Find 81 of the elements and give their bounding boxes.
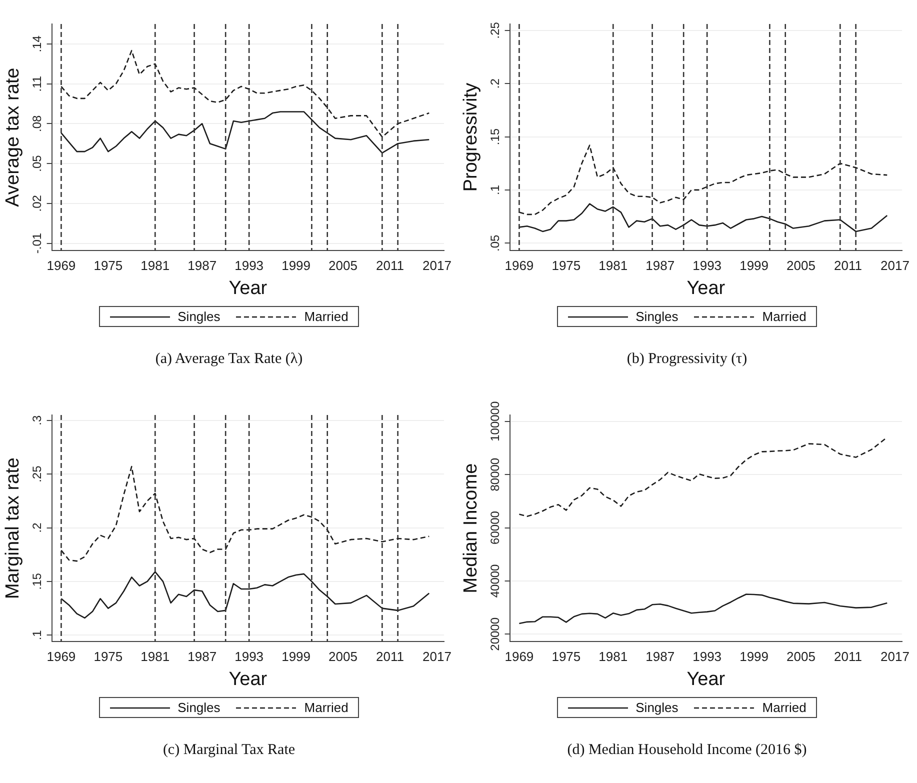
x-tick-label: 1969 [504, 258, 534, 273]
y-tick-label: 60000 [488, 510, 502, 544]
y-tick-label: .25 [488, 22, 502, 39]
x-tick-label: 2017 [880, 648, 910, 664]
legend-label: Married [304, 309, 348, 324]
x-tick-label: 2017 [422, 648, 452, 664]
x-tick-label: 1981 [598, 258, 628, 273]
text: (c) Marginal Tax Rate [162, 742, 296, 759]
y-tick-label: .15 [488, 128, 502, 146]
x-tick-label: 2005 [328, 648, 358, 664]
x-tick-label: 1999 [740, 258, 769, 273]
legend-label: Married [762, 700, 806, 715]
y-tick-label: .25 [30, 465, 44, 482]
legend-label: Singles [636, 309, 678, 324]
y-tick-label: .08 [30, 115, 44, 132]
y-tick-label: .2 [488, 78, 502, 89]
line-series [60, 466, 430, 562]
x-tick-label: 1981 [598, 648, 628, 664]
x-tick-label: 1969 [46, 648, 76, 664]
y-tick-label: .14 [30, 35, 44, 52]
y-axis-title: Progressivity [460, 82, 482, 192]
x-tick-label: 1975 [94, 648, 123, 664]
y-tick-label: .2 [30, 522, 44, 533]
legend-label: Singles [178, 309, 220, 324]
x-tick-label: 1981 [140, 258, 170, 273]
x-tick-label: 1993 [692, 258, 722, 273]
text: (b) Progressivity (τ) [626, 351, 748, 368]
x-tick-label: 1975 [552, 648, 581, 664]
x-tick-label: 1969 [46, 258, 76, 273]
y-axis-title: Marginal tax rate [2, 458, 24, 600]
x-tick-label: 1993 [234, 648, 264, 664]
x-axis-title: Year [686, 668, 726, 690]
y-tick-label: 40000 [488, 564, 502, 598]
y-tick-label: .11 [30, 76, 44, 92]
x-tick-label: 1969 [504, 648, 534, 664]
x-tick-label: 2011 [376, 648, 404, 664]
text: (d) Median Household Income (2016 $) [566, 742, 808, 759]
x-tick-label: 2005 [786, 648, 816, 664]
x-tick-label: 2011 [834, 258, 862, 273]
x-tick-label: 1999 [740, 648, 769, 664]
x-tick-label: 2005 [786, 258, 816, 273]
line-series [518, 436, 888, 517]
x-tick-label: 2011 [834, 648, 862, 664]
y-tick-label: 100000 [488, 401, 502, 442]
y-tick-label: .15 [30, 572, 44, 590]
x-tick-label: 2005 [328, 258, 358, 273]
x-tick-label: 1987 [646, 648, 675, 664]
y-axis-title: Average tax rate [2, 68, 24, 207]
line-series [518, 144, 888, 216]
legend-label: Singles [178, 700, 220, 715]
x-tick-label: 1975 [94, 258, 123, 273]
x-tick-label: 2017 [422, 258, 452, 273]
legend-label: Singles [636, 700, 678, 715]
x-tick-label: 2011 [376, 258, 404, 273]
text: (a) Average Tax Rate (λ) [154, 351, 304, 368]
y-axis-title: Median Income [460, 463, 482, 594]
line-series [60, 50, 430, 138]
y-tick-label: .05 [488, 234, 502, 252]
x-tick-label: 1993 [234, 258, 264, 273]
legend-label: Married [304, 700, 348, 715]
legend-label: Married [762, 309, 806, 324]
x-tick-label: 1987 [188, 648, 217, 664]
y-tick-label: -.01 [30, 232, 44, 254]
x-tick-label: 1999 [282, 258, 311, 273]
y-tick-label: .1 [488, 184, 502, 195]
x-tick-label: 1999 [282, 648, 311, 664]
x-tick-label: 1993 [692, 648, 722, 664]
x-tick-label: 1981 [140, 648, 170, 664]
y-tick-label: .1 [30, 630, 44, 640]
y-tick-label: .02 [30, 194, 44, 212]
x-tick-label: 1987 [188, 258, 217, 273]
x-tick-label: 1975 [552, 258, 581, 273]
y-tick-label: 80000 [488, 458, 502, 492]
x-axis-title: Year [686, 278, 726, 299]
x-axis-title: Year [228, 668, 268, 690]
y-tick-label: .3 [30, 415, 44, 426]
x-axis-title: Year [228, 278, 268, 299]
x-tick-label: 1987 [646, 258, 675, 273]
y-tick-label: .05 [30, 154, 44, 172]
y-tick-label: 20000 [488, 617, 502, 651]
x-tick-label: 2017 [880, 258, 910, 273]
